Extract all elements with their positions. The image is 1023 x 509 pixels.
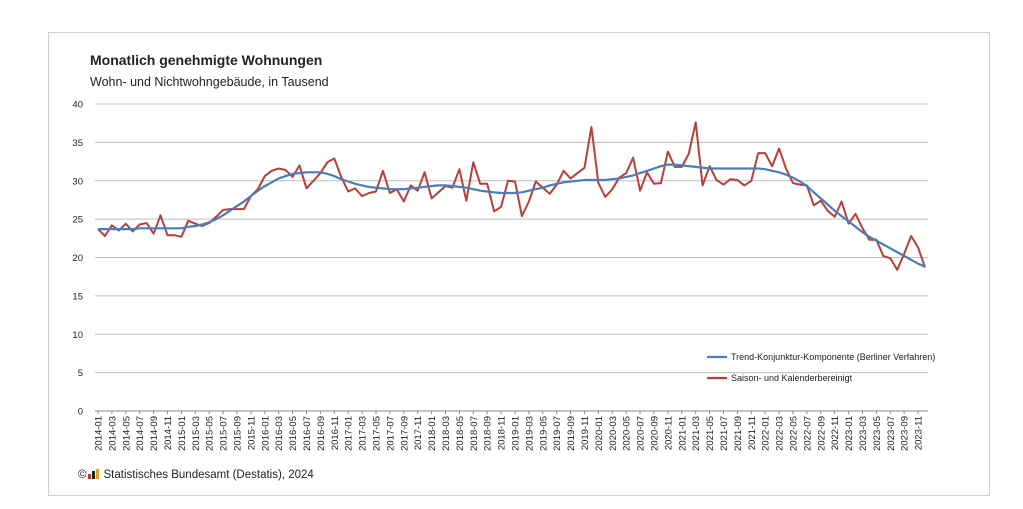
x-tick-label: 2018-09 [483, 416, 494, 451]
x-tick-label: 2015-11 [246, 416, 257, 450]
x-tick-label: 2014-03 [107, 416, 118, 451]
x-tick-label: 2022-07 [802, 416, 813, 451]
source-note: © Statistisches Bundesamt (Destatis), 202… [78, 469, 314, 481]
x-tick-label: 2020-11 [663, 416, 674, 450]
y-axis-ticks: 0 5 10 15 20 25 30 35 40 [72, 100, 83, 418]
chart-subtitle: Wohn- und Nichtwohngebäude, in Tausend [90, 75, 329, 89]
x-tick-label: 2020-01 [594, 416, 605, 451]
x-tick-label: 2021-05 [705, 416, 716, 451]
x-tick-label: 2016-03 [274, 416, 285, 451]
x-tick-label: 2018-07 [469, 416, 480, 451]
x-tick-label: 2023-07 [886, 416, 897, 451]
chart-frame [48, 32, 990, 496]
x-tick-label: 2022-05 [788, 416, 799, 451]
x-tick-label: 2014-07 [135, 416, 146, 451]
x-tick-label: 2014-09 [149, 416, 160, 451]
x-tick-label: 2017-07 [385, 416, 396, 451]
x-tick-label: 2016-11 [330, 416, 341, 450]
legend-label: Trend-Konjunktur-Komponente (Berliner Ve… [731, 352, 935, 362]
x-tick-label: 2016-05 [288, 416, 299, 451]
x-tick-label: 2017-09 [399, 416, 410, 451]
x-tick-label: 2022-11 [830, 416, 841, 450]
x-tick-label: 2014-11 [163, 416, 174, 450]
x-tick-label: 2023-05 [872, 416, 883, 451]
y-tick-label: 25 [72, 215, 83, 226]
y-tick-label: 0 [78, 407, 83, 418]
x-tick-label: 2021-09 [733, 416, 744, 451]
source-text: Statistisches Bundesamt (Destatis), 2024 [103, 469, 314, 481]
x-tick-label: 2022-01 [761, 416, 772, 451]
copyright-symbol: © [78, 469, 87, 481]
x-tick-label: 2023-09 [900, 416, 911, 451]
y-tick-label: 15 [72, 291, 83, 302]
x-tick-label: 2015-07 [219, 416, 230, 451]
destatis-logo-icon [88, 469, 100, 479]
x-tick-label: 2017-03 [358, 416, 369, 451]
x-tick-label: 2014-05 [121, 416, 132, 451]
x-tick-label: 2016-09 [316, 416, 327, 451]
y-tick-label: 35 [72, 138, 83, 149]
x-tick-label: 2022-03 [775, 416, 786, 451]
series-line-1 [97, 121, 926, 271]
y-tick-label: 5 [78, 368, 83, 379]
x-tick-label: 2017-11 [413, 416, 424, 450]
x-tick-label: 2022-09 [816, 416, 827, 451]
x-tick-label: 2015-01 [177, 416, 188, 451]
x-tick-label: 2014-01 [94, 416, 105, 451]
x-tick-label: 2021-07 [719, 416, 730, 451]
series-line-0 [98, 163, 926, 268]
x-tick-label: 2020-07 [636, 416, 647, 451]
x-tick-label: 2018-05 [455, 416, 466, 451]
x-tick-label: 2015-09 [232, 416, 243, 451]
legend: Trend-Konjunktur-Komponente (Berliner Ve… [707, 352, 935, 383]
x-tick-label: 2021-11 [747, 416, 758, 450]
x-axis: 2014-01 2014-03 2014-05 2014-07 2014-09 2014-… [94, 410, 928, 451]
x-tick-label: 2015-03 [191, 416, 202, 451]
y-tick-label: 30 [72, 176, 83, 187]
chart-title: Monatlich genehmigte Wohnungen [90, 52, 323, 68]
y-tick-label: 20 [72, 253, 83, 264]
x-tick-label: 2020-09 [649, 416, 660, 451]
y-tick-label: 40 [72, 100, 83, 111]
x-tick-label: 2023-03 [858, 416, 869, 451]
x-tick-label: 2019-01 [510, 416, 521, 451]
x-tick-label: 2019-09 [566, 416, 577, 451]
x-tick-label: 2017-01 [344, 416, 355, 451]
x-tick-label: 2020-03 [608, 416, 619, 451]
x-tick-label: 2015-05 [205, 416, 216, 451]
x-tick-label: 2019-03 [524, 416, 535, 451]
x-tick-label: 2023-11 [914, 416, 925, 450]
x-tick-label: 2020-05 [622, 416, 633, 451]
x-tick-label: 2021-01 [677, 416, 688, 451]
x-tick-label: 2019-11 [580, 416, 591, 450]
x-tick-label: 2021-03 [691, 416, 702, 451]
x-tick-label: 2018-03 [441, 416, 452, 451]
x-tick-label: 2018-01 [427, 416, 438, 451]
x-tick-label: 2019-05 [538, 416, 549, 451]
x-tick-label: 2016-01 [260, 416, 271, 451]
x-tick-label: 2017-05 [371, 416, 382, 451]
series-lines [97, 121, 926, 271]
x-tick-label: 2023-01 [844, 416, 855, 451]
gridlines [95, 103, 928, 412]
y-tick-label: 10 [72, 330, 83, 341]
x-tick-label: 2016-07 [302, 416, 313, 451]
x-tick-label: 2019-07 [552, 416, 563, 451]
legend-label: Saison- und Kalenderbereinigt [731, 373, 853, 383]
x-tick-label: 2018-11 [497, 416, 508, 450]
